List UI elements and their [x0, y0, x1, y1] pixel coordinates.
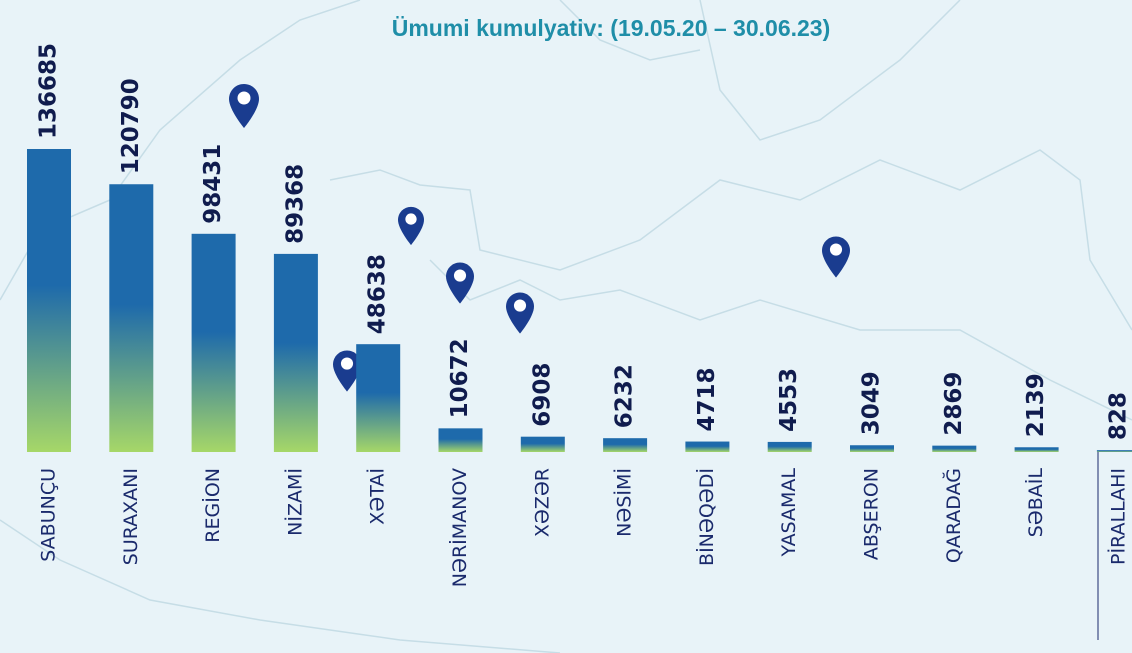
- bar: [27, 149, 71, 452]
- category-label: SƏBAİL: [1024, 468, 1047, 538]
- bar: [520, 436, 565, 452]
- category-label: QARADAĞ: [941, 468, 965, 563]
- bar: [109, 184, 154, 452]
- value-label: 120790: [118, 78, 144, 174]
- bar: [767, 441, 812, 452]
- bar: [1014, 447, 1059, 452]
- value-label: 136685: [36, 43, 62, 139]
- value-label: 2869: [941, 372, 967, 436]
- category-label: BİNƏQƏDİ: [695, 468, 718, 566]
- category-label: NƏSİMİ: [613, 468, 636, 537]
- value-label: 3049: [859, 371, 885, 435]
- value-label: 4718: [694, 368, 720, 432]
- value-label: 89368: [282, 164, 308, 244]
- value-label: 2139: [1023, 373, 1049, 437]
- category-label: SABUNÇU: [38, 468, 60, 562]
- bar: [438, 428, 483, 452]
- bar: [1096, 450, 1132, 452]
- category-label: NİZAMİ: [283, 468, 306, 536]
- value-label: 4553: [776, 368, 802, 432]
- category-label: SURAXANI: [120, 468, 142, 565]
- chart-title: Ümumi kumulyativ: (19.05.20 – 30.06.23): [392, 15, 831, 41]
- category-label: PİRALLAHI: [1106, 468, 1129, 565]
- category-label: XƏZƏR: [531, 468, 553, 537]
- value-label: 6232: [612, 364, 638, 428]
- category-label: XƏTAİ: [366, 468, 389, 525]
- bar: [850, 445, 894, 452]
- bar: [191, 233, 236, 452]
- category-label: ABŞERON: [861, 468, 883, 560]
- value-label: 6908: [529, 363, 555, 427]
- category-label: REGİON: [201, 468, 224, 543]
- value-label: 828: [1105, 392, 1131, 440]
- value-label: 98431: [200, 144, 226, 224]
- value-label: 10672: [447, 338, 473, 418]
- category-label: YASAMAL: [778, 468, 800, 558]
- bar: [603, 438, 648, 452]
- category-label: NƏRİMANOV: [448, 468, 471, 587]
- value-label: 48638: [365, 254, 391, 334]
- bar: [273, 253, 318, 452]
- bar: [356, 344, 401, 452]
- bar: [685, 441, 730, 452]
- bar: [932, 445, 977, 452]
